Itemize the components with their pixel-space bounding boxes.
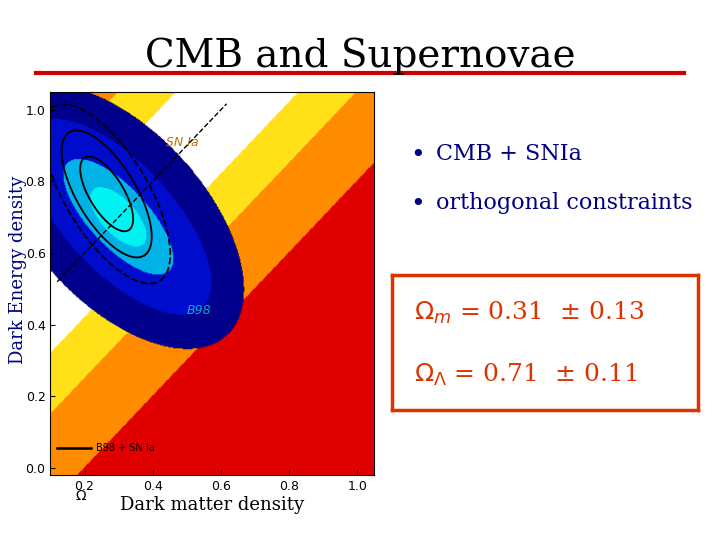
Text: $\Omega$: $\Omega$	[75, 489, 86, 503]
Text: Dark matter density: Dark matter density	[120, 496, 305, 514]
Text: SN Ia: SN Ia	[166, 136, 199, 148]
Text: •: •	[410, 192, 425, 215]
Text: orthogonal constraints: orthogonal constraints	[436, 192, 692, 214]
Text: Dark Energy density: Dark Energy density	[9, 176, 27, 364]
Text: B98 + SN Ia: B98 + SN Ia	[96, 443, 156, 453]
Text: CMB and Supernovae: CMB and Supernovae	[145, 38, 575, 75]
Text: •: •	[410, 143, 425, 167]
Text: $\Omega_m$ = 0.31  ± 0.13: $\Omega_m$ = 0.31 ± 0.13	[414, 300, 644, 326]
Text: B98: B98	[186, 304, 212, 317]
Text: $\Omega_\Lambda$ = 0.71  ± 0.11: $\Omega_\Lambda$ = 0.71 ± 0.11	[414, 362, 637, 388]
Text: CMB + SNIa: CMB + SNIa	[436, 143, 582, 165]
